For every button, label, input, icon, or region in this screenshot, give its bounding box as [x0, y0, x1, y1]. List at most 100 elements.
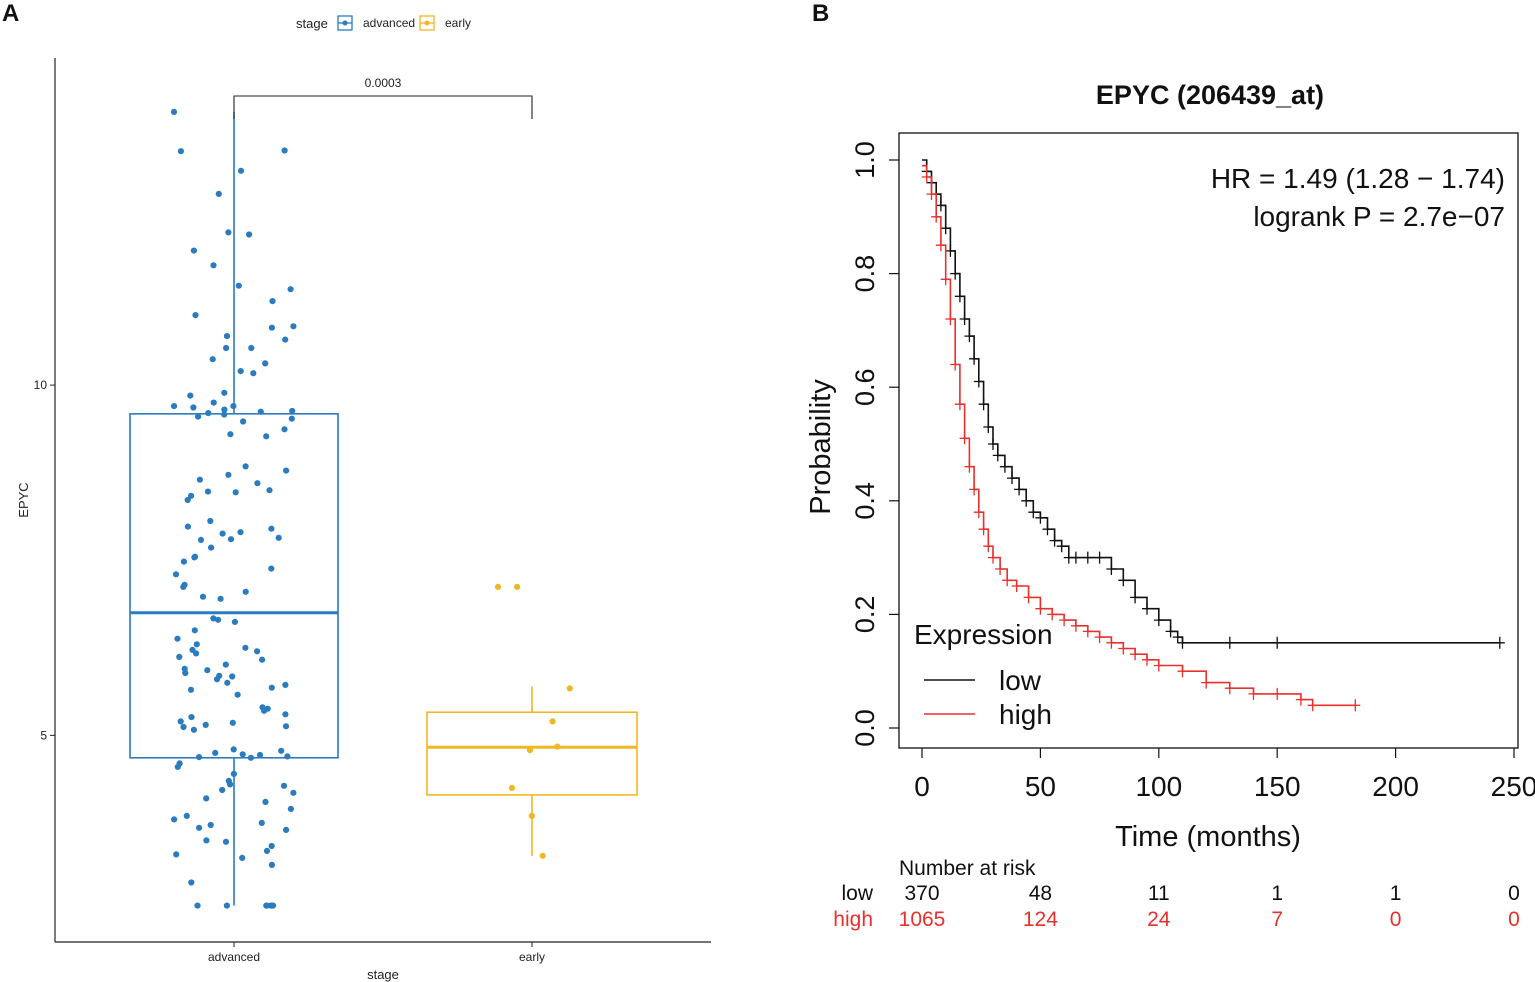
risk-value: 7: [1271, 908, 1283, 931]
data-point: [262, 360, 269, 367]
data-point: [229, 719, 236, 726]
data-point: [204, 667, 211, 674]
data-point: [282, 336, 289, 343]
data-point: [554, 743, 561, 750]
data-point: [494, 583, 502, 591]
data-point: [222, 661, 229, 668]
data-point: [180, 558, 187, 565]
data-point: [193, 650, 200, 657]
censor-mark: [992, 449, 1003, 462]
censor-mark: [931, 210, 942, 223]
x-axis-label: stage: [367, 967, 399, 982]
censor-mark: [1142, 653, 1152, 666]
data-point: [207, 517, 214, 525]
chart-title: EPYC (206439_at): [1096, 80, 1324, 110]
data-point: [290, 789, 297, 796]
survival-curve-low: [922, 159, 1500, 644]
censor-mark: [1056, 540, 1067, 553]
risk-value: 1: [1390, 882, 1402, 905]
censor-mark: [926, 188, 937, 201]
data-point: [183, 812, 190, 820]
data-point: [230, 746, 237, 753]
risk-value: 0: [1508, 882, 1520, 905]
data-point: [269, 902, 277, 909]
data-point: [229, 673, 236, 680]
data-point: [213, 676, 221, 683]
censor-mark: [1014, 483, 1025, 496]
data-point: [254, 648, 261, 655]
data-point: [232, 489, 239, 496]
legend-key-dot: [342, 20, 348, 26]
data-point: [203, 837, 210, 844]
data-point: [176, 653, 183, 661]
censor-mark: [983, 421, 994, 433]
censor-mark: [945, 244, 956, 257]
data-point: [234, 691, 241, 698]
data-point: [180, 723, 187, 731]
data-point: [247, 754, 254, 761]
censor-mark: [940, 273, 951, 286]
data-point: [266, 487, 273, 494]
censor-mark: [1153, 659, 1164, 672]
data-point: [263, 902, 270, 909]
data-point: [199, 593, 207, 600]
data-point: [221, 406, 228, 413]
x-tick-label: 250: [1491, 771, 1535, 802]
data-point: [284, 753, 291, 760]
censor-mark: [1165, 625, 1176, 638]
censor-mark: [964, 330, 975, 343]
censor-mark: [1272, 636, 1283, 649]
y-tick-label: 10: [34, 378, 48, 392]
censor-mark: [935, 239, 946, 252]
data-point: [237, 167, 245, 174]
y-tick-label: 0.6: [850, 368, 880, 406]
data-point: [210, 399, 217, 406]
censor-mark: [1350, 699, 1361, 712]
data-point: [275, 534, 282, 541]
data-point: [177, 148, 184, 155]
y-tick-label: 1.0: [850, 141, 880, 179]
data-point: [250, 370, 257, 377]
hazard-ratio-label: HR = 1.49 (1.28 − 1.74): [1211, 163, 1505, 194]
legend-label-high: high: [999, 699, 1052, 730]
data-point: [177, 718, 184, 725]
data-point: [242, 463, 249, 470]
risk-value: 0: [1390, 908, 1402, 931]
data-point: [282, 711, 289, 718]
censor-mark: [1047, 608, 1058, 621]
censor-mark: [1035, 602, 1046, 615]
data-point: [258, 819, 265, 827]
censor-mark: [1049, 534, 1060, 547]
y-tick-label: 0.8: [850, 255, 880, 293]
data-point: [268, 324, 275, 331]
data-point: [191, 627, 198, 634]
data-point: [190, 726, 197, 733]
censor-mark: [1224, 636, 1235, 649]
x-tick-label: early: [519, 950, 545, 964]
data-point: [193, 641, 200, 648]
data-point: [256, 751, 264, 759]
censor-mark: [964, 460, 975, 473]
data-point: [210, 615, 217, 622]
data-point: [194, 902, 201, 909]
data-point: [202, 721, 209, 729]
data-point: [288, 415, 295, 422]
data-point: [187, 392, 194, 399]
data-point: [204, 488, 212, 495]
risk-row-label-low: low: [841, 882, 873, 905]
censor-mark: [1307, 699, 1318, 712]
data-point: [217, 595, 224, 602]
risk-row-label-high: high: [833, 908, 873, 931]
data-point: [190, 247, 197, 254]
annotation: HR = 1.49 (1.28 − 1.74) logrank P = 2.7e−…: [1211, 163, 1505, 232]
legend: stage advanced early: [296, 15, 471, 31]
data-point: [269, 298, 276, 305]
y-tick-label: 5: [40, 728, 47, 742]
x-tick-label: advanced: [208, 950, 260, 964]
data-point: [254, 480, 261, 487]
data-point: [187, 686, 195, 693]
data-point: [222, 838, 230, 845]
censor-mark: [1002, 574, 1013, 587]
censor-mark: [1142, 602, 1152, 615]
